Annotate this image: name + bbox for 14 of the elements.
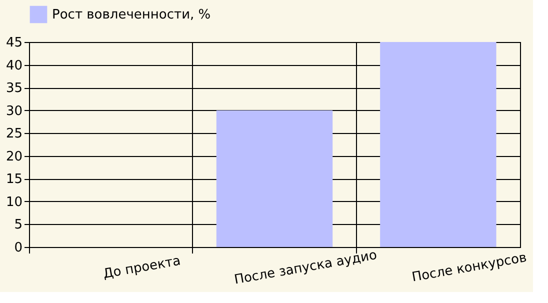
y-tick-label: 20: [6, 149, 22, 164]
y-tick-label: 30: [6, 104, 22, 119]
x-tick-label: До проекта: [102, 254, 182, 282]
y-tick-label: 0: [14, 240, 22, 256]
y-tick-label: 40: [6, 58, 22, 74]
y-tick-label: 25: [6, 126, 22, 142]
legend-label: Рост вовлеченности, %: [52, 8, 211, 22]
y-tick-label: 15: [6, 172, 22, 188]
x-tick-label: После запуска аудио: [233, 248, 378, 288]
y-tick-label: 10: [6, 194, 22, 210]
x-tick-label: После конкурсов: [410, 250, 528, 286]
y-tick-label: 5: [14, 218, 22, 233]
y-tick-label: 35: [6, 81, 22, 96]
y-tick-label: 45: [6, 36, 22, 50]
